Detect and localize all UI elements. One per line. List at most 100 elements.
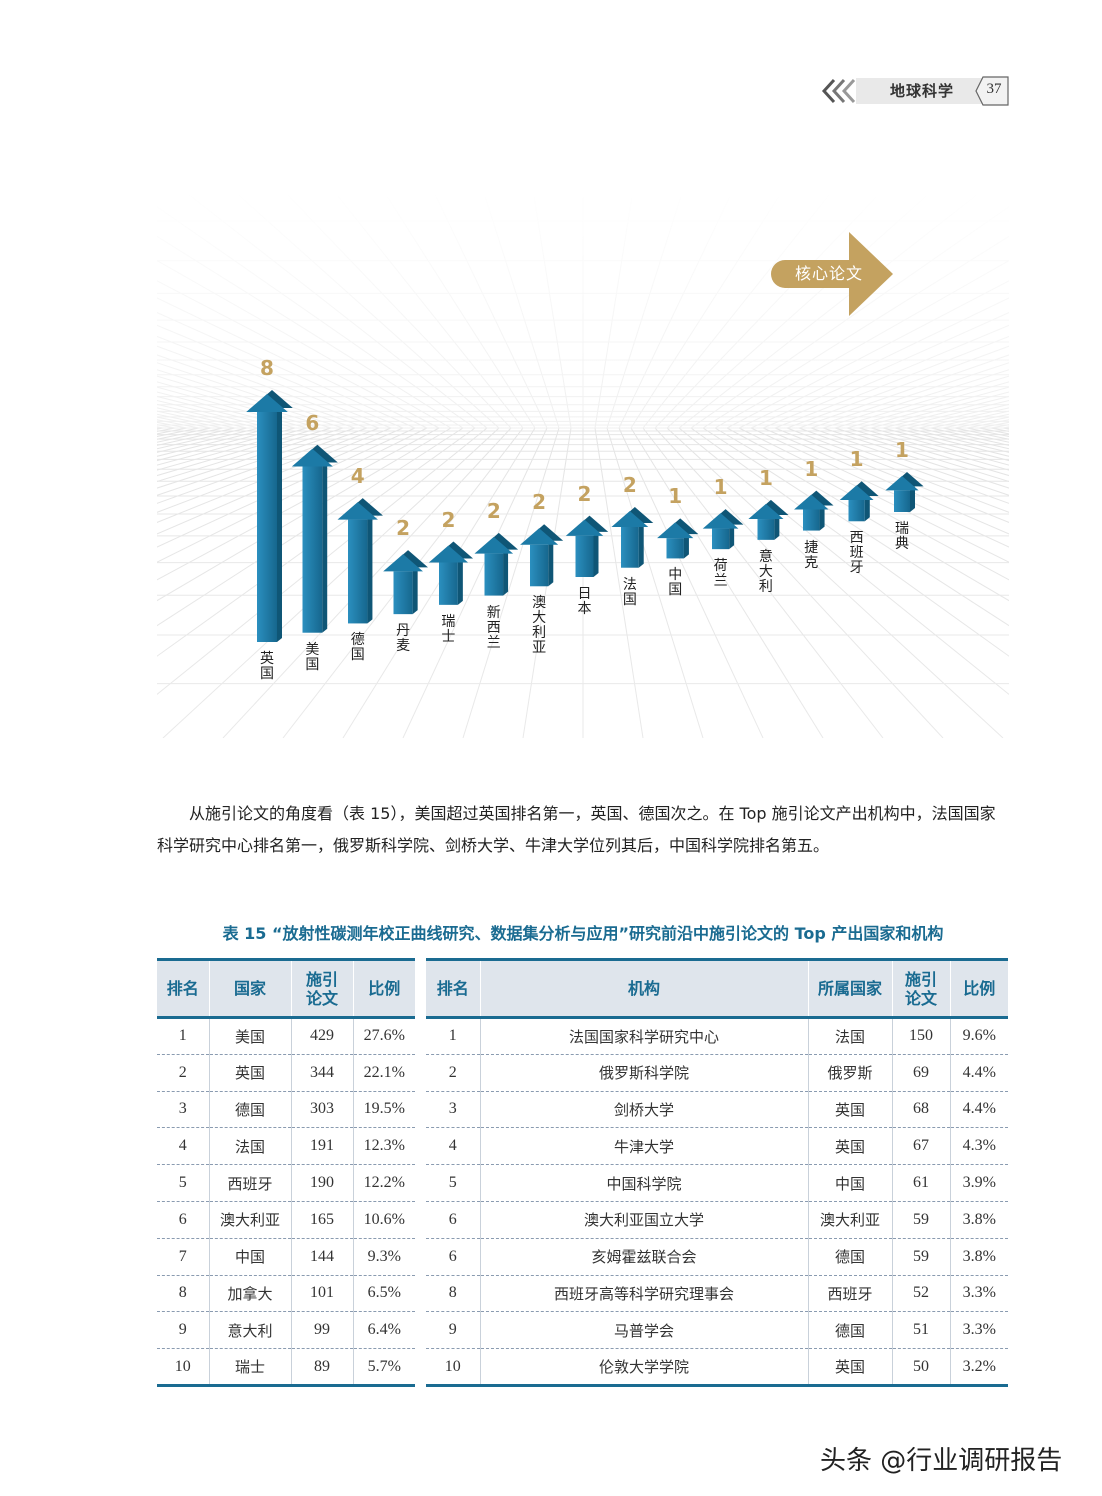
- bar-category-label: 丹麦: [396, 623, 411, 655]
- bar-series: [246, 390, 924, 642]
- table-cell: 6.4%: [352, 1311, 415, 1350]
- table-row: 10 瑞士 89 5.7%: [157, 1348, 415, 1387]
- table-cell: 4: [426, 1127, 480, 1166]
- table-cell: 22.1%: [352, 1054, 415, 1092]
- table-cell: 4: [157, 1127, 209, 1166]
- table-cell: 法国: [807, 1017, 892, 1055]
- bar-value-label: 2: [622, 473, 637, 498]
- table-cell: 144: [290, 1238, 353, 1276]
- bar-荷兰: [702, 509, 744, 550]
- table-cell: 101: [290, 1275, 353, 1313]
- table-cell: 191: [290, 1127, 353, 1166]
- bar-德国: [337, 498, 383, 624]
- column-header: 排名: [157, 958, 209, 1019]
- bar-category-label: 美国: [305, 641, 320, 673]
- bar-瑞典: [885, 472, 924, 512]
- bar-value-label: 1: [849, 447, 864, 472]
- chevron-left-icon: [821, 78, 856, 104]
- paragraph-text: 从施引论文的角度看（表 15），美国超过英国排名第一，英国、德国次之。在 Top…: [157, 804, 996, 855]
- table-row: 6 澳大利亚国立大学 澳大利亚 59 3.8%: [426, 1201, 1008, 1239]
- bar-日本: [565, 515, 609, 577]
- table-cell: 10: [426, 1348, 480, 1387]
- column-header: 施引 论文: [290, 958, 353, 1019]
- table-cell: 6: [426, 1201, 480, 1239]
- table-cell: 165: [290, 1201, 353, 1239]
- table-cell: 59: [891, 1238, 950, 1276]
- table-cell: 德国: [208, 1091, 291, 1129]
- table-row: 9 马普学会 德国 51 3.3%: [426, 1311, 1008, 1350]
- header-bar: [856, 78, 996, 104]
- table-cell: 12.2%: [352, 1164, 415, 1202]
- table-cell: 2: [157, 1054, 209, 1092]
- table-cell: 99: [290, 1311, 353, 1350]
- table-cell: 89: [290, 1348, 353, 1387]
- table-row: 2 俄罗斯科学院 俄罗斯 69 4.4%: [426, 1054, 1008, 1092]
- table-cell: 5.7%: [352, 1348, 415, 1387]
- column-header: 所属国家: [807, 958, 892, 1019]
- bar-category-label: 英国: [260, 651, 274, 682]
- table-row: 5 西班牙 190 12.2%: [157, 1164, 415, 1202]
- page-number: 37: [986, 81, 1002, 97]
- table-row: 3 剑桥大学 英国 68 4.4%: [426, 1091, 1008, 1129]
- table-cell: 德国: [807, 1311, 892, 1350]
- table-cell: 3.9%: [949, 1164, 1008, 1202]
- table-cell: 50: [891, 1348, 950, 1387]
- table-cell: 150: [891, 1017, 950, 1055]
- table-cell: 澳大利亚国立大学: [479, 1201, 808, 1239]
- table-cell: 8: [157, 1275, 209, 1313]
- bar-category-label: 瑞士: [441, 613, 456, 645]
- table-row: 1 美国 429 27.6%: [157, 1017, 415, 1055]
- table-cell: 67: [891, 1127, 950, 1166]
- table-cell: 法国: [208, 1127, 291, 1166]
- table-cell: 英国: [807, 1348, 892, 1387]
- bar-category-label: 新西兰: [486, 604, 501, 651]
- table-row: 4 法国 191 12.3%: [157, 1127, 415, 1166]
- table-cell: 伦敦大学学院: [479, 1348, 808, 1387]
- bar-丹麦: [383, 550, 428, 615]
- table-cell: 牛津大学: [479, 1127, 808, 1166]
- bar-value-label: 2: [441, 507, 456, 532]
- bar-value-label: 4: [350, 464, 365, 489]
- table-cell: 4.4%: [949, 1091, 1008, 1129]
- country-table: 排名 国家 施引 论文 比例 1 美国 429 27.6% 2 英国 344 22.1% 3 德国 303 1…: [157, 958, 415, 1387]
- table-cell: 61: [891, 1164, 950, 1202]
- table-cell: 7: [157, 1238, 209, 1276]
- column-header: 比例: [949, 958, 1008, 1019]
- table-cell: 剑桥大学: [479, 1091, 808, 1129]
- table-row: 4 牛津大学 英国 67 4.3%: [426, 1127, 1008, 1166]
- column-header: 国家: [208, 958, 291, 1019]
- table-cell: 俄罗斯: [807, 1054, 892, 1092]
- table-cell: 8: [426, 1275, 480, 1313]
- table-cell: 59: [891, 1201, 950, 1239]
- table-cell: 303: [290, 1091, 353, 1129]
- table-cell: 西班牙高等科学研究理事会: [479, 1275, 808, 1313]
- table-row: 8 加拿大 101 6.5%: [157, 1275, 415, 1313]
- table-cell: 9.6%: [949, 1017, 1008, 1055]
- table-cell: 1: [426, 1017, 480, 1055]
- table-cell: 344: [290, 1054, 353, 1092]
- table-cell: 27.6%: [352, 1017, 415, 1055]
- bar-中国: [657, 518, 699, 559]
- table-cell: 3: [426, 1091, 480, 1129]
- table-cell: 西班牙: [807, 1275, 892, 1313]
- column-header: 排名: [426, 958, 480, 1019]
- table-cell: 9.3%: [352, 1238, 415, 1276]
- table-cell: 意大利: [208, 1311, 291, 1350]
- bar-英国: [246, 390, 293, 642]
- bar-category-label: 西班牙: [849, 530, 864, 577]
- table-cell: 9: [157, 1311, 209, 1350]
- table-row: 10 伦敦大学学院 英国 50 3.2%: [426, 1348, 1008, 1387]
- table-row: 9 意大利 99 6.4%: [157, 1311, 415, 1350]
- table-cell: 2: [426, 1054, 480, 1092]
- table-cell: 亥姆霍兹联合会: [479, 1238, 808, 1276]
- table-cell: 澳大利亚: [208, 1201, 291, 1239]
- bar-value-label: 1: [804, 456, 819, 481]
- bar-category-label: 瑞典: [895, 521, 909, 552]
- bar-value-label: 8: [260, 356, 274, 380]
- section-title: 地球科学: [890, 82, 955, 100]
- bar-category-label: 意大利: [758, 548, 773, 595]
- table-cell: 6: [157, 1201, 209, 1239]
- bar-新西兰: [474, 532, 519, 596]
- bar-value-label: 1: [668, 484, 683, 509]
- table-cell: 美国: [208, 1017, 291, 1055]
